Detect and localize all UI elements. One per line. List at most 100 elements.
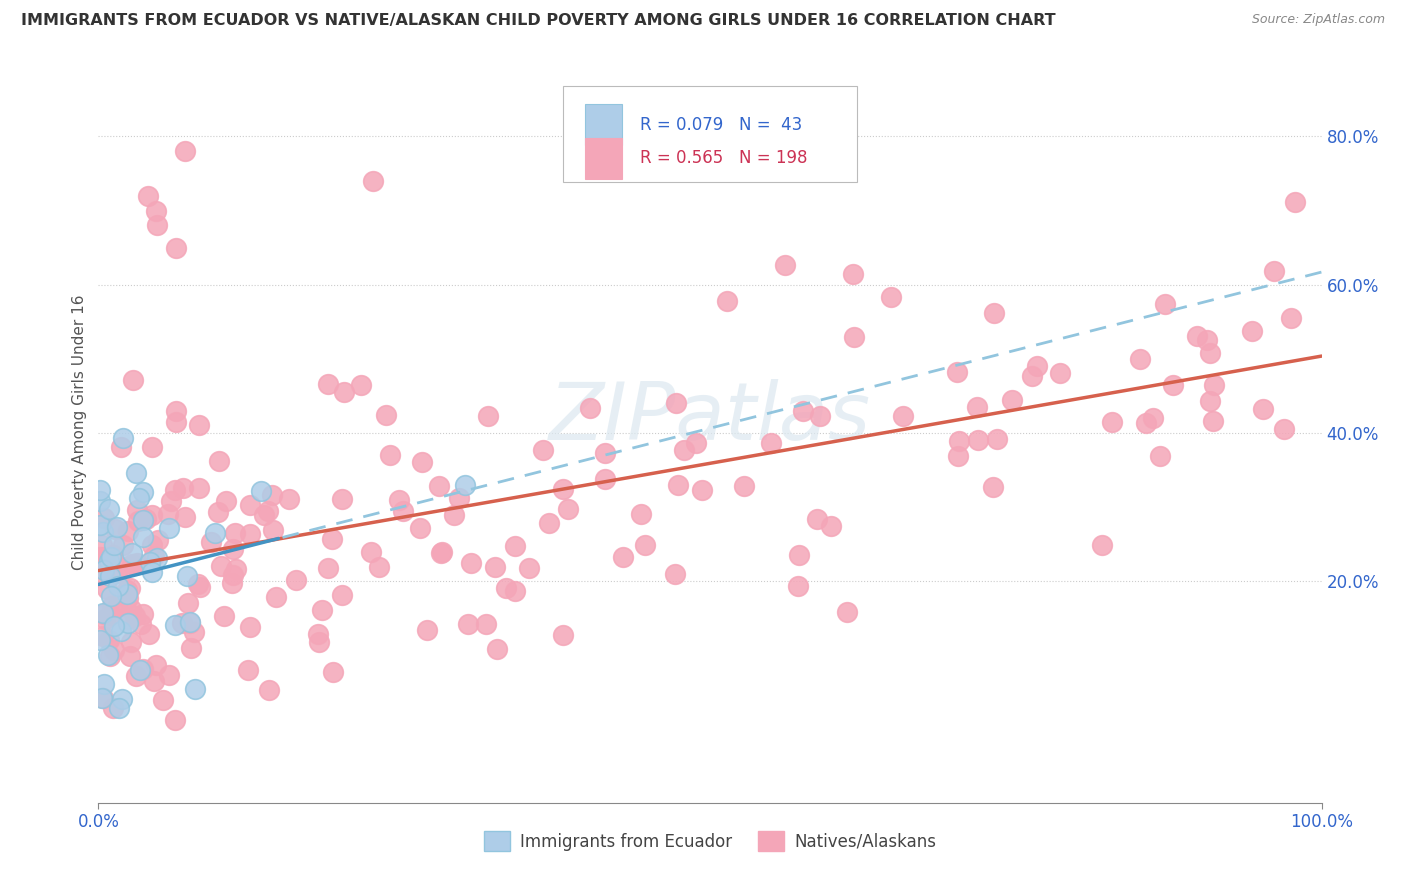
Point [792,404,814,418]
Point [107,579,129,593]
Point [360,545,382,559]
Point [557,501,579,516]
Point [209,558,232,573]
Point [1279,311,1302,326]
FancyBboxPatch shape [585,138,621,178]
Point [160,494,183,508]
Point [89,549,111,564]
Point [537,516,560,530]
Point [120,582,142,596]
Point [787,579,810,593]
Point [174,145,197,159]
Point [330,491,353,506]
Point [322,665,344,680]
Point [145,657,167,672]
Point [685,435,707,450]
Point [983,306,1005,320]
Point [1161,377,1184,392]
Point [179,615,201,629]
Point [146,219,169,233]
Point [141,441,163,455]
Point [89,483,111,497]
Point [443,508,465,522]
Point [89,632,111,647]
Point [224,526,246,541]
Point [891,409,914,424]
Point [172,481,194,495]
Point [93,563,115,577]
Point [457,616,479,631]
Point [103,619,125,633]
Point [1202,414,1225,428]
Point [187,577,209,591]
Point [139,555,162,569]
Point [1195,333,1218,347]
Point [98,568,121,582]
Point [132,513,155,527]
Point [236,664,259,678]
Point [316,561,339,575]
Point [204,526,226,541]
Point [256,503,278,517]
Point [97,502,120,516]
Point [98,607,121,622]
Point [115,587,138,601]
Point [120,635,142,649]
Point [114,560,136,574]
Point [105,519,128,533]
Point [475,617,498,632]
Point [117,612,139,626]
Y-axis label: Child Poverty Among Girls Under 16: Child Poverty Among Girls Under 16 [72,295,87,570]
Point [176,569,198,583]
Point [93,691,115,706]
Point [1000,393,1022,408]
Point [485,641,508,656]
Point [260,488,283,502]
Point [363,174,385,188]
Point [124,608,146,623]
Point [111,538,134,552]
Point [124,466,146,480]
Point [117,591,139,606]
Point [222,567,245,582]
Text: R = 0.565   N = 198: R = 0.565 N = 198 [640,149,808,168]
Point [250,483,273,498]
Point [91,606,114,620]
Point [733,479,755,493]
Point [157,521,180,535]
Point [579,401,602,416]
Point [125,557,148,571]
Point [101,599,124,613]
Point [966,401,988,415]
Point [89,517,111,532]
Point [163,713,186,727]
Point [665,395,688,409]
Point [174,510,197,524]
Point [100,549,122,564]
Point [156,507,179,521]
Point [333,385,356,400]
Point [1154,296,1177,310]
Point [97,554,120,568]
Point [454,478,477,492]
Point [1185,329,1208,343]
Point [141,565,163,579]
Point [1199,394,1222,409]
Point [411,455,433,469]
Point [1142,411,1164,425]
Point [89,493,111,508]
Point [101,700,124,714]
Point [495,582,517,596]
FancyBboxPatch shape [564,87,856,182]
FancyBboxPatch shape [585,104,621,145]
Point [138,627,160,641]
Point [115,583,138,598]
Point [1272,422,1295,436]
Point [183,625,205,640]
Point [593,472,616,486]
Point [690,483,713,497]
Point [143,549,166,564]
Point [531,443,554,458]
Point [391,504,413,518]
Point [239,620,262,634]
